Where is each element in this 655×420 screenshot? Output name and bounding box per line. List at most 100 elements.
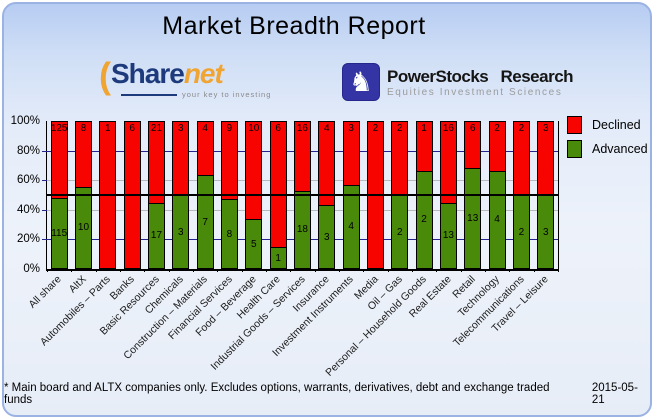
advanced-value-label: 7 [202, 216, 208, 228]
x-axis-tick [290, 269, 292, 272]
x-axis-tick [460, 269, 462, 272]
declined-value-label: 1 [421, 123, 427, 134]
x-axis-tick [193, 269, 194, 272]
sharenet-text-accent: net [183, 58, 224, 89]
y-axis-label: 40% [16, 203, 40, 216]
declined-value-label: 3 [178, 123, 184, 134]
advanced-segment: 115 [51, 198, 68, 268]
x-axis-tick [168, 269, 170, 272]
x-axis-tick [314, 269, 316, 272]
x-axis-tick [485, 269, 486, 272]
footer-date: 2015-05-21 [591, 382, 638, 406]
x-axis-tick [47, 269, 48, 272]
advanced-value-label: 18 [296, 224, 308, 236]
powerstocks-name: PowerStocks Research [387, 66, 574, 86]
advanced-segment: 5 [246, 219, 262, 268]
x-axis-tick [71, 269, 73, 272]
y-axis-label: 0% [23, 263, 40, 275]
x-axis-labels: All share AltX Automobiles – Parts Banks Bas… [4, 273, 655, 389]
x-axis-tick [436, 269, 438, 272]
advanced-value-label: 10 [77, 222, 90, 234]
x-axis-tick [509, 269, 511, 272]
powerstocks-logo: ♞ PowerStocks Research Equities Investme… [342, 63, 574, 101]
declined-value-label: 3 [348, 123, 354, 134]
sharenet-tagline-row: your key to investing [121, 90, 270, 99]
x-axis-tick [144, 269, 146, 272]
x-axis-tick [266, 269, 267, 272]
advanced-segment: 1 [270, 247, 286, 268]
advanced-value-label: 8 [226, 228, 233, 240]
advanced-segment: 13 [440, 202, 456, 268]
advanced-value-label: 4 [348, 221, 354, 233]
advanced-segment: 3 [173, 195, 189, 268]
declined-swatch-icon [567, 116, 582, 134]
advanced-segment: 3 [319, 205, 335, 268]
advanced-segment: 18 [294, 190, 310, 268]
advanced-value-label: 13 [442, 230, 454, 242]
advanced-value-label: 17 [150, 230, 163, 242]
y-axis-labels: 0% 20% 40% 60% 80% 100% [4, 115, 41, 275]
x-axis-tick [241, 269, 243, 272]
footer-note: * Main board and ALTX companies only. Ex… [4, 382, 550, 406]
advanced-value-label: 13 [467, 213, 479, 225]
declined-value-label: 16 [442, 123, 454, 134]
declined-value-label: 2 [518, 123, 525, 134]
x-axis-tick [412, 269, 413, 272]
declined-value-label: 21 [150, 123, 163, 134]
legend-label-declined: Declined [592, 118, 641, 132]
breadth-stacked-bar-chart: 125 115 8 10 1 6 21 17 3 3 4 7 9 8 10 5 6 1 16 18 4 3 3 4 2 2 2 1 2 1… [42, 121, 559, 272]
declined-value-label: 6 [129, 123, 135, 134]
fifty-percent-line [47, 194, 558, 196]
y-axis-label: 60% [16, 174, 40, 187]
advanced-segment: 2 [513, 195, 529, 268]
advanced-value-label: 2 [396, 226, 403, 238]
advanced-value-label: 115 [51, 228, 68, 240]
declined-value-label: 9 [226, 123, 233, 134]
advanced-value-label: 5 [251, 238, 257, 250]
advanced-segment: 4 [343, 184, 359, 268]
advanced-value-label: 4 [494, 214, 500, 226]
legend-row-advanced: Advanced [567, 140, 648, 158]
legend-label-advanced: Advanced [592, 142, 648, 156]
y-axis-tick [42, 239, 47, 241]
sharenet-logo: (Share net your key to investing [99, 55, 270, 100]
y-axis-label: 100% [10, 115, 40, 127]
sharenet-wordmark: (Share net [99, 55, 254, 96]
x-axis-tick [217, 269, 219, 272]
y-axis-tick [42, 180, 47, 182]
y-axis-label: 80% [16, 144, 40, 157]
sharenet-tagline-rule [121, 93, 177, 96]
advanced-segment: 7 [197, 175, 213, 268]
declined-value-label: 6 [275, 123, 281, 134]
advanced-segment: 3 [538, 195, 554, 268]
y-axis-tick [42, 150, 47, 152]
x-axis-tick [558, 269, 559, 272]
declined-value-label: 125 [50, 123, 68, 134]
declined-value-label: 2 [396, 123, 403, 134]
chart-legend: Declined Advanced [567, 116, 648, 164]
sharenet-tagline: your key to investing [182, 90, 272, 99]
advanced-segment: 2 [416, 170, 432, 268]
advanced-value-label: 2 [421, 214, 427, 226]
advanced-segment: 2 [392, 195, 408, 268]
page-title: Market Breadth Report [162, 12, 426, 40]
declined-value-label: 4 [323, 123, 330, 134]
x-axis-tick [339, 269, 340, 272]
declined-value-label: 4 [202, 123, 208, 134]
declined-value-label: 1 [105, 123, 111, 134]
declined-value-label: 2 [494, 123, 500, 134]
x-axis-tick [533, 269, 535, 272]
powerstocks-tagline: Equities Investment Sciences [387, 86, 563, 98]
advanced-swatch-icon [567, 140, 582, 158]
advanced-value-label: 1 [275, 252, 281, 264]
declined-value-label: 3 [542, 123, 549, 134]
y-axis-label: 20% [16, 233, 40, 246]
advanced-segment: 10 [75, 186, 91, 268]
advanced-segment: 4 [489, 170, 505, 268]
advanced-segment: 17 [148, 202, 164, 268]
powerstocks-text: PowerStocks Research Equities Investment… [387, 66, 574, 98]
knight-icon: ♞ [342, 63, 380, 101]
sharenet-arc-icon: ( [99, 55, 111, 96]
